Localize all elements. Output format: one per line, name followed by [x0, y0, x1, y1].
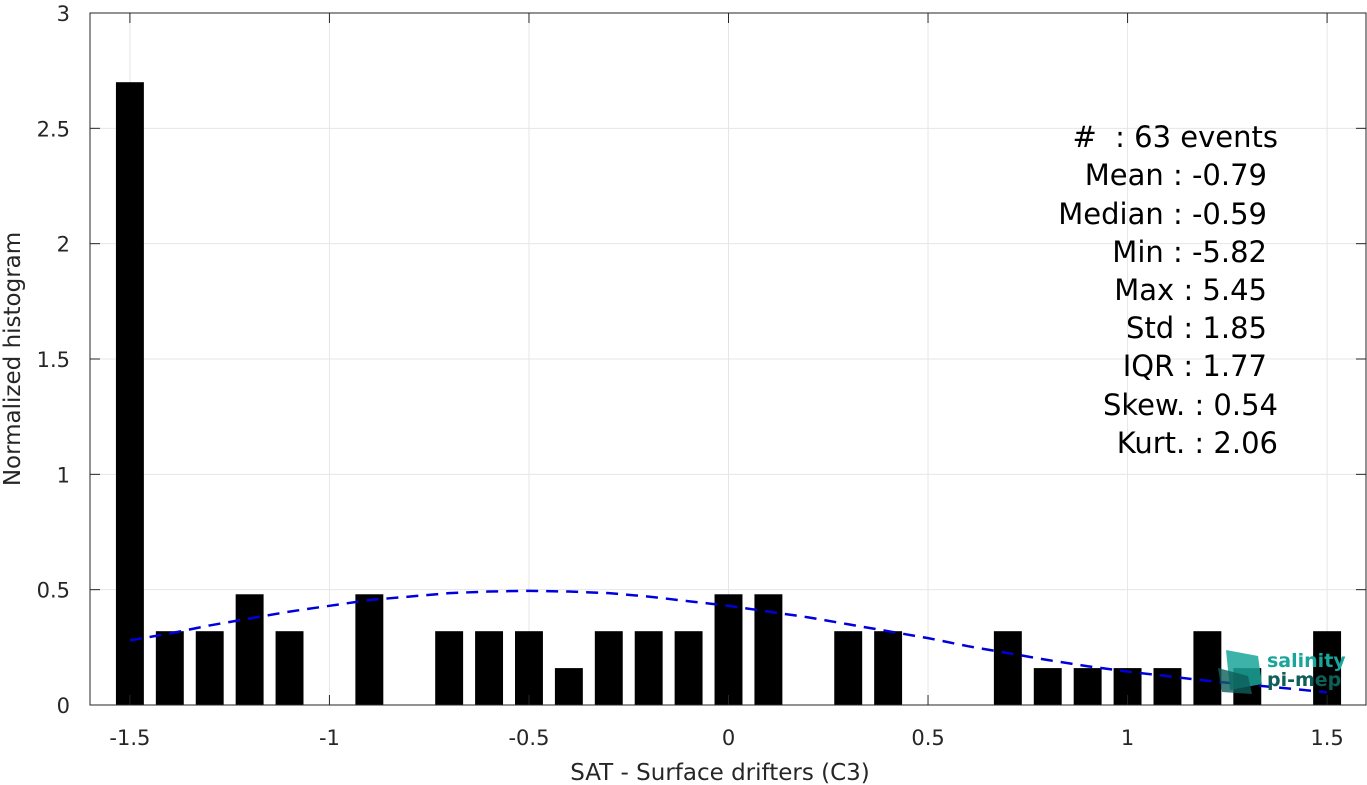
- histogram-bar-4: [275, 631, 304, 705]
- histogram-bar-18: [1033, 668, 1062, 705]
- normal-fit-curve: [129, 589, 1328, 694]
- x-tick-label-4: 0.5: [911, 726, 944, 750]
- x-tick-label-3: 0: [722, 726, 735, 750]
- x-tick-label-5: 1: [1121, 726, 1134, 750]
- histogram-bar-24: [1313, 631, 1342, 705]
- stat-events: # : 63 events: [1072, 120, 1278, 154]
- histogram-bar-7: [475, 631, 504, 705]
- histogram-bar-15: [834, 631, 863, 705]
- x-tick-label-2: -0.5: [508, 726, 549, 750]
- histogram-bar-22: [1193, 631, 1222, 705]
- statistics-annotations: # : 63 events Mean : -0.79 Median : -0.5…: [1058, 120, 1278, 460]
- y-tick-label-2: 1: [57, 463, 70, 487]
- x-tick-label-0: -1.5: [109, 726, 150, 750]
- y-tick-label-1: 0.5: [37, 579, 70, 603]
- stat-min: Min : -5.82: [1112, 235, 1267, 269]
- y-tick-label-3: 1.5: [37, 348, 70, 372]
- histogram-bar-11: [634, 631, 663, 705]
- axes-frame: [89, 12, 1367, 706]
- histogram-bar-0: [115, 82, 144, 705]
- normal-fit-curve-group: [129, 589, 1328, 694]
- histogram-bar-19: [1073, 668, 1102, 705]
- y-axis-label: Normalized histogram: [0, 232, 26, 486]
- logo-mark-shadow-icon: [1218, 668, 1252, 694]
- histogram-bar-6: [435, 631, 464, 705]
- histogram-bar-9: [554, 668, 583, 705]
- x-tick-label-6: 1.5: [1310, 726, 1343, 750]
- stat-mean: Mean : -0.79: [1085, 158, 1267, 192]
- y-tick-label-6: 3: [57, 2, 70, 26]
- histogram-bar-16: [874, 631, 903, 705]
- histogram-bar-17: [993, 631, 1022, 705]
- stat-max: Max : 5.45: [1114, 273, 1267, 307]
- histogram-bar-5: [355, 594, 384, 705]
- stat-kurt: Kurt. : 2.06: [1117, 426, 1278, 460]
- histogram-bar-8: [515, 631, 543, 705]
- stat-iqr: IQR : 1.77: [1123, 349, 1267, 383]
- stat-skew: Skew. : 0.54: [1103, 388, 1278, 422]
- histogram-bar-10: [594, 631, 623, 705]
- stat-median: Median : -0.59: [1058, 197, 1267, 231]
- y-tick-label-5: 2.5: [37, 117, 70, 141]
- x-tick-label-1: -1: [319, 726, 340, 750]
- histogram-bar-13: [714, 594, 743, 705]
- salinity-pi-mep-logo: salinity pi-mep: [1218, 650, 1346, 694]
- x-tick-labels: -1.5 -1 -0.5 0 0.5 1 1.5: [109, 726, 1343, 750]
- x-axis-label: SAT - Surface drifters (C3): [570, 760, 870, 785]
- y-tick-label-4: 2: [57, 233, 70, 257]
- histogram-bar-21: [1153, 668, 1182, 705]
- stat-std: Std : 1.85: [1126, 311, 1267, 345]
- histogram-bar-2: [195, 631, 224, 705]
- logo-line1: salinity: [1267, 650, 1346, 672]
- histogram-bar-12: [674, 631, 703, 705]
- logo-line2: pi-mep: [1267, 669, 1341, 691]
- histogram-bar-3: [235, 594, 264, 705]
- y-tick-label-0: 0: [57, 694, 70, 718]
- y-tick-labels: 0 0.5 1 1.5 2 2.5 3: [37, 2, 70, 718]
- histogram-bar-1: [155, 631, 184, 705]
